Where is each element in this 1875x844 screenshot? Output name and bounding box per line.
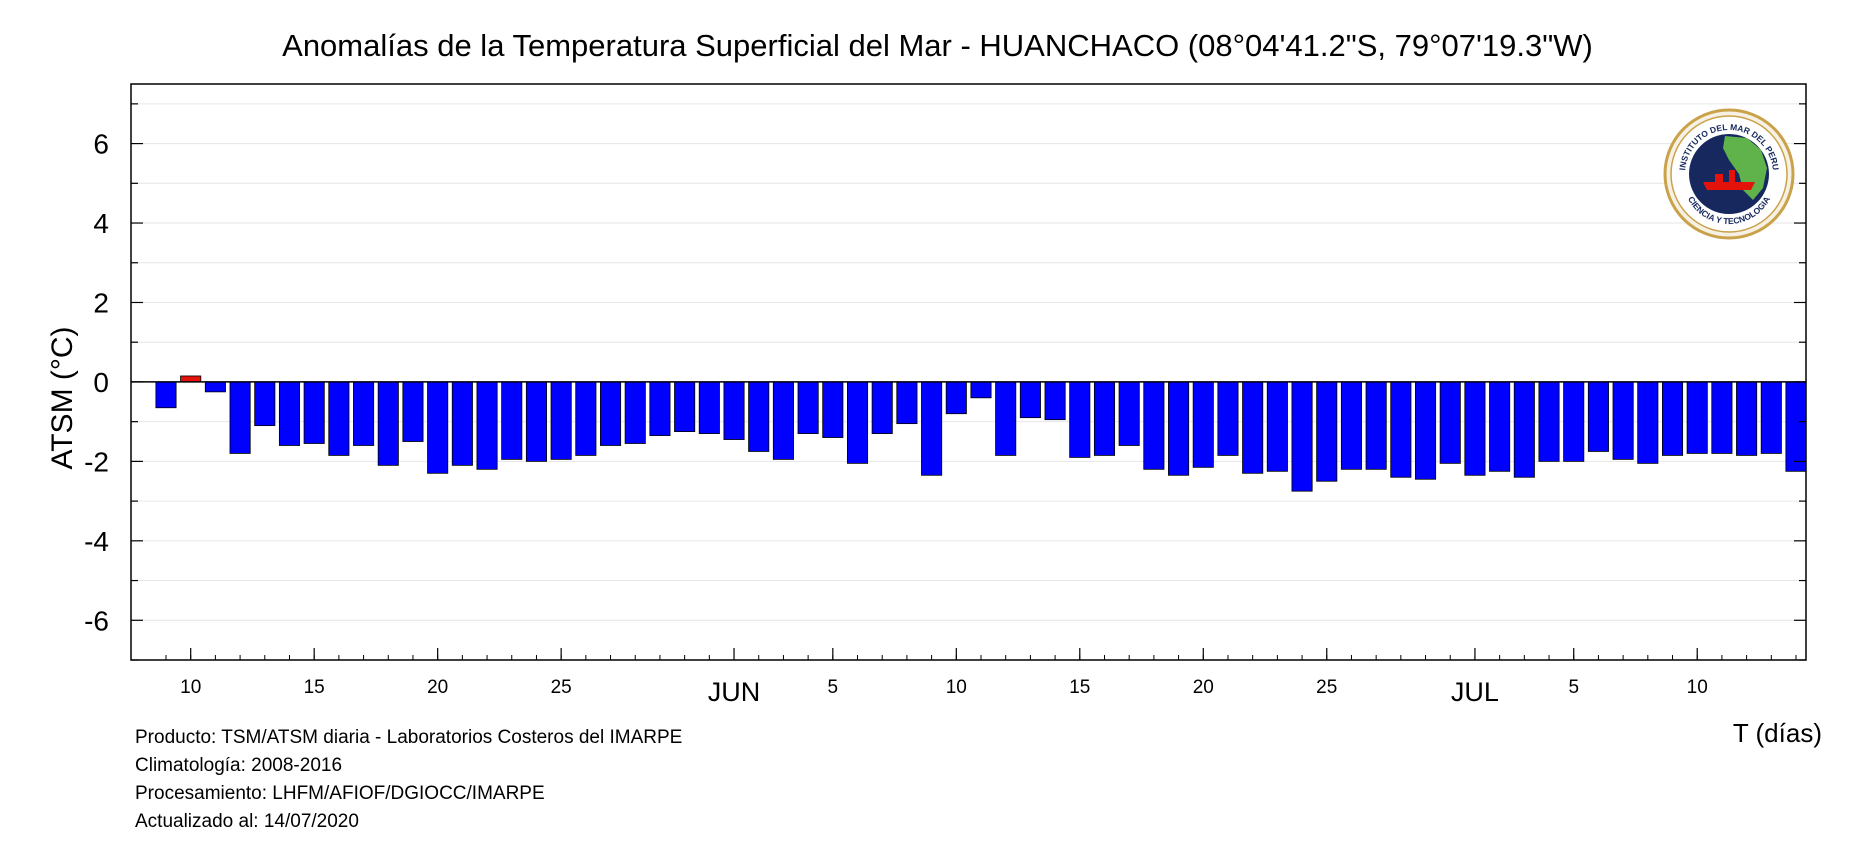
- bar: [155, 381, 177, 409]
- footer-product: Producto: TSM/ATSM diaria - Laboratorios…: [135, 727, 683, 748]
- bar: [303, 381, 325, 444]
- bar: [1266, 381, 1288, 472]
- bar: [525, 381, 547, 462]
- bar: [822, 381, 844, 438]
- y-tick-label: 4: [93, 208, 109, 239]
- y-tick-label: -2: [84, 446, 109, 477]
- bar: [1093, 381, 1116, 456]
- x-tick-label: 20: [1193, 677, 1214, 698]
- bar: [1168, 381, 1190, 476]
- bar: [402, 381, 424, 442]
- bar: [600, 381, 622, 446]
- y-tick-label: 6: [93, 129, 109, 160]
- bar: [1439, 381, 1461, 464]
- bar: [1637, 381, 1659, 464]
- bar: [921, 381, 943, 476]
- x-tick-label: 10: [1687, 677, 1708, 698]
- x-tick-label: 25: [551, 677, 572, 698]
- bar: [254, 381, 276, 427]
- bar: [1587, 381, 1609, 452]
- bar: [846, 381, 869, 464]
- bar: [1415, 381, 1437, 480]
- bar: [871, 381, 893, 434]
- x-tick-label: 5: [1568, 677, 1579, 698]
- bar: [649, 381, 671, 436]
- x-tick-label: 15: [304, 677, 325, 698]
- bar: [1316, 381, 1338, 482]
- bar: [451, 381, 473, 466]
- bars: [155, 375, 1807, 492]
- bar: [1069, 381, 1091, 458]
- x-month-label: JUL: [1451, 677, 1499, 707]
- bar: [674, 381, 696, 432]
- bar: [970, 381, 992, 399]
- bar: [1242, 381, 1264, 474]
- y-tick-label: 0: [93, 367, 109, 398]
- bar: [945, 381, 967, 415]
- plot-frame: [130, 83, 1807, 661]
- bar: [328, 381, 350, 456]
- bar: [748, 381, 770, 452]
- chart-title: Anomalías de la Temperatura Superficial …: [282, 28, 1593, 63]
- bar: [1513, 381, 1535, 478]
- bar: [1217, 381, 1239, 456]
- bar: [1661, 381, 1684, 456]
- bar: [1489, 381, 1511, 472]
- bar: [1711, 381, 1733, 454]
- x-tick-label: 15: [1069, 677, 1090, 698]
- x-tick-label: 25: [1316, 677, 1337, 698]
- bar: [1390, 381, 1412, 478]
- y-tick-label: -6: [84, 605, 109, 636]
- bar: [1044, 381, 1066, 421]
- bar: [377, 381, 399, 466]
- bar: [1464, 381, 1486, 476]
- x-month-label: JUN: [708, 677, 761, 707]
- bar: [550, 381, 572, 460]
- y-tick-label: -4: [84, 526, 109, 557]
- bar: [229, 381, 251, 454]
- y-axis-label: ATSM (°C): [46, 326, 79, 469]
- bar: [1118, 381, 1140, 446]
- bar: [1736, 381, 1758, 456]
- bar: [1192, 381, 1214, 468]
- bar: [501, 381, 523, 460]
- x-tick-label: 5: [828, 677, 839, 698]
- bar: [204, 381, 226, 393]
- bar: [1612, 381, 1634, 460]
- bar: [1291, 381, 1313, 492]
- bar: [353, 381, 375, 446]
- bar: [575, 381, 597, 456]
- bar: [476, 381, 498, 470]
- bar: [278, 381, 301, 446]
- footer-climatology: Climatología: 2008-2016: [135, 755, 343, 776]
- bar: [995, 381, 1017, 456]
- bar: [698, 381, 720, 434]
- bar: [1365, 381, 1387, 470]
- y-tick-label: 2: [93, 287, 109, 318]
- bar: [772, 381, 794, 460]
- axes: -6 -4 -2 0 2 4 6 10 15 20 25 JUN 5 10 15 20 25 JUL 5 10: [84, 103, 1806, 707]
- bar: [1563, 381, 1585, 462]
- bar: [1143, 381, 1165, 470]
- bar: [427, 381, 449, 474]
- bar: [1538, 381, 1560, 462]
- x-tick-label: 10: [180, 677, 201, 698]
- x-axis-label: T (días): [1732, 718, 1822, 748]
- bar: [624, 381, 646, 444]
- imarpe-logo-icon: INSTITUTO DEL MAR DEL PERU CIENCIA Y TEC…: [1663, 108, 1795, 240]
- bar: [1019, 381, 1041, 419]
- x-tick-label: 10: [946, 677, 967, 698]
- bar: [1340, 381, 1362, 470]
- bar: [1760, 381, 1782, 454]
- bar: [797, 381, 819, 434]
- bar: [1686, 381, 1708, 454]
- bar: [896, 381, 918, 425]
- footer-processing: Procesamiento: LHFM/AFIOF/DGIOCC/IMARPE: [135, 783, 545, 804]
- bar: [723, 381, 745, 440]
- bar: [1785, 381, 1807, 472]
- x-tick-label: 20: [427, 677, 448, 698]
- footer-updated: Actualizado al: 14/07/2020: [135, 811, 359, 832]
- bar: [180, 375, 202, 383]
